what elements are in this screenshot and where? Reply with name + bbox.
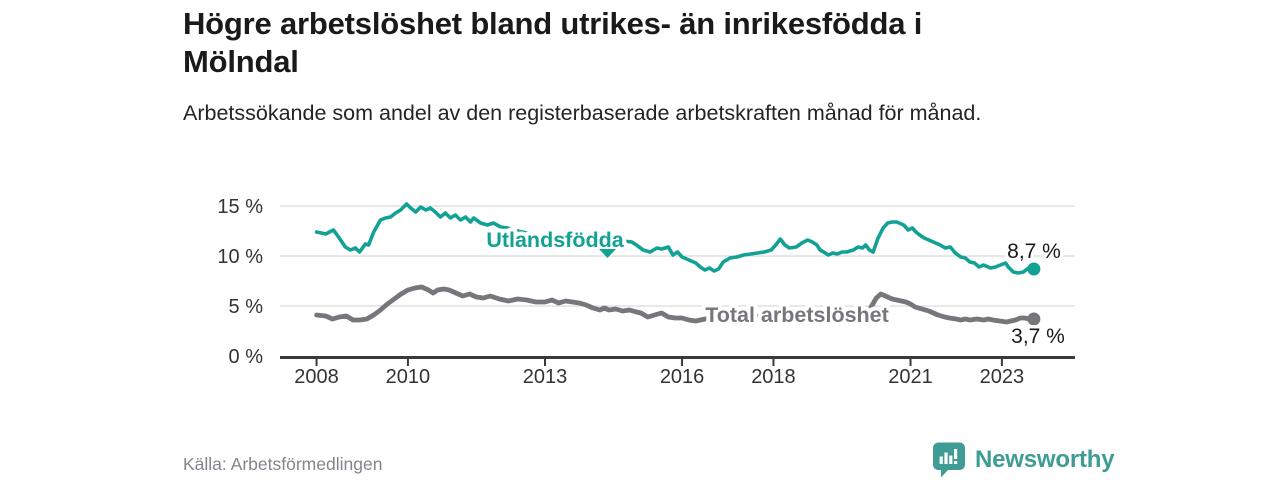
series-label-utlandsfodda: Utlandsfödda: [486, 228, 624, 252]
newsworthy-brand-name: Newsworthy: [975, 445, 1115, 473]
newsworthy-logo-icon: [932, 441, 966, 478]
series-line-utlandsfodda: [314, 202, 1036, 275]
x-tick-label: 2008: [294, 366, 339, 388]
series-line-total: [314, 284, 1037, 325]
page-title: Högre arbetslöshet bland utrikes- än inr…: [183, 6, 923, 79]
y-tick-label: 5 %: [229, 296, 264, 318]
y-tick-label: 15 %: [217, 196, 263, 218]
series-end-dot-utlandsfodda: [1027, 262, 1041, 276]
series-end-dot-total: [1027, 312, 1041, 326]
x-tick-label: 2013: [523, 366, 568, 388]
x-tick-label: 2018: [751, 366, 796, 388]
source-note: Källa: Arbetsförmedlingen: [183, 454, 383, 474]
y-tick-label: 10 %: [217, 246, 263, 268]
x-tick-label: 2023: [980, 366, 1025, 388]
x-tick-label: 2021: [888, 366, 933, 388]
label-arrow-down-icon: [599, 249, 616, 258]
x-tick-label: 2010: [386, 366, 431, 388]
page-subtitle: Arbetssökande som andel av den registerb…: [183, 101, 982, 125]
series-end-value-utlandsfodda: 8,7 %: [1007, 240, 1061, 263]
newsworthy-brand: Newsworthy: [932, 441, 1115, 478]
y-tick-label: 0 %: [229, 346, 264, 368]
series-label-total: Total arbetslöshet: [705, 303, 889, 327]
series-end-value-total: 3,7 %: [1011, 325, 1065, 348]
x-tick-label: 2016: [660, 366, 705, 388]
